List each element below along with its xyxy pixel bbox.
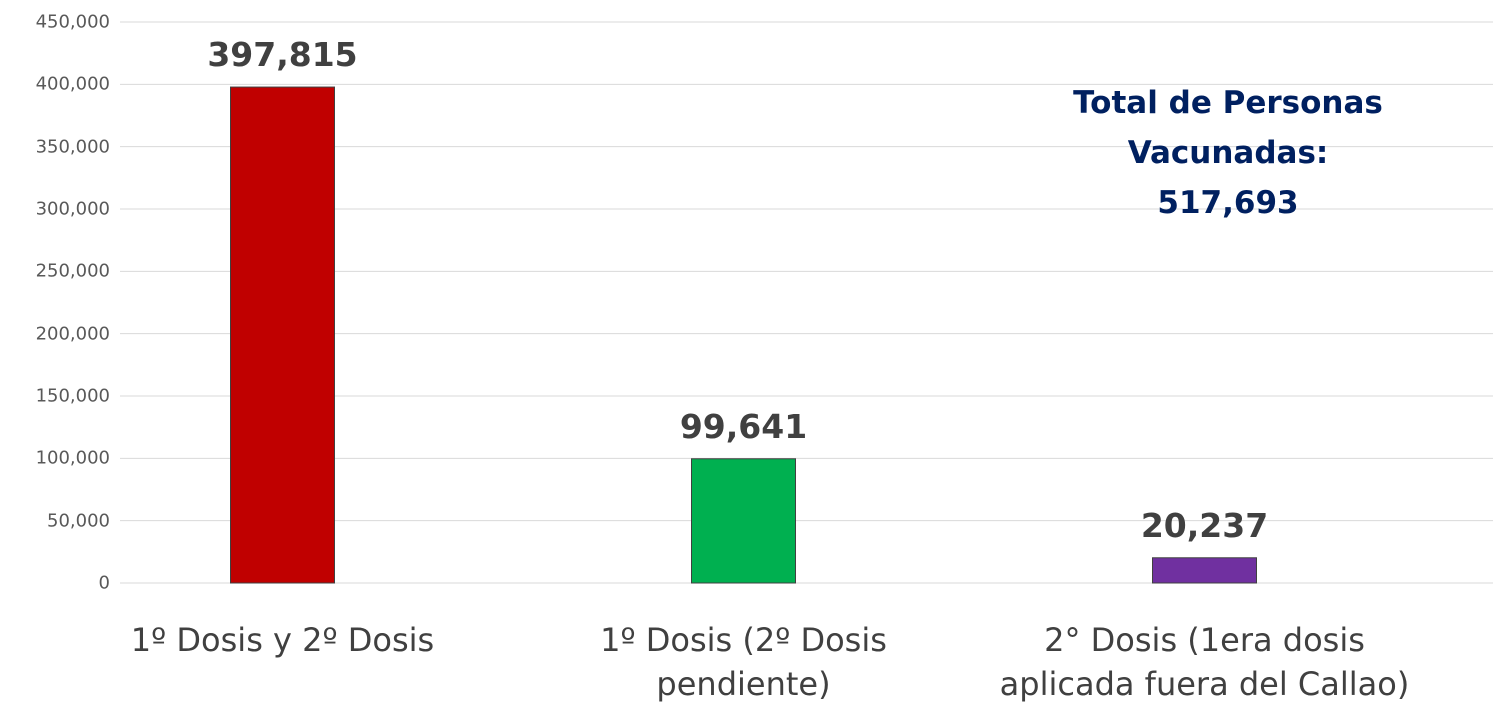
y-tick-label: 50,000	[47, 510, 110, 532]
y-tick-label: 200,000	[35, 323, 110, 345]
bar	[1152, 557, 1257, 584]
data-label: 397,815	[207, 35, 358, 75]
bar	[691, 458, 796, 584]
data-label: 20,237	[1140, 505, 1269, 545]
y-tick-label: 100,000	[35, 447, 110, 469]
x-tick-label: 1º Dosis y 2º Dosis	[130, 621, 435, 659]
x-tick-label: 1º Dosis (2º Dosis pendiente)	[600, 621, 887, 703]
y-tick-label: 450,000	[35, 11, 110, 33]
y-tick-label: 250,000	[35, 260, 110, 282]
bar	[230, 86, 335, 584]
x-tick-label: 2° Dosis (1era dosis aplicada fuera del …	[999, 621, 1410, 703]
y-tick-label: 400,000	[35, 73, 110, 95]
y-tick-label: 0	[98, 572, 110, 594]
y-tick-label: 350,000	[35, 136, 110, 158]
y-tick-label: 300,000	[35, 198, 110, 220]
annotation: Total de Personas Vacunadas: 517,693	[1073, 85, 1383, 221]
data-label: 99,641	[679, 406, 808, 446]
y-tick-label: 150,000	[35, 385, 110, 407]
